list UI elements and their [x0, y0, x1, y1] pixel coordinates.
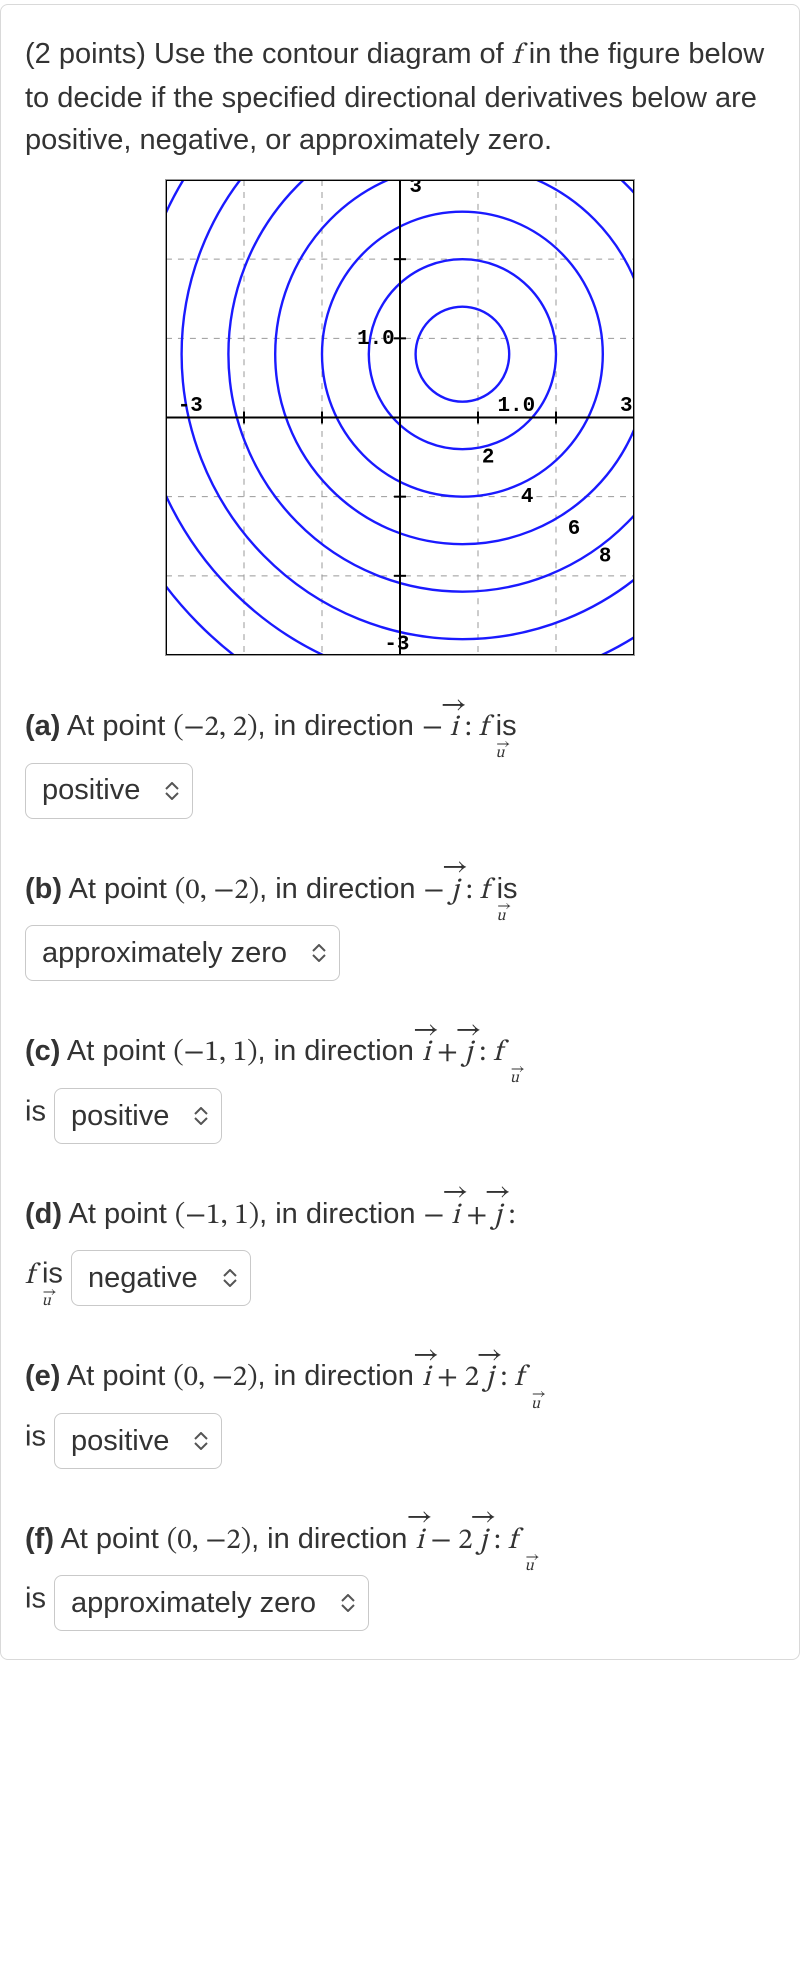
- svg-text:1.0: 1.0: [357, 328, 395, 351]
- part-e-select[interactable]: positive: [54, 1413, 222, 1469]
- part-a-select[interactable]: positive: [25, 763, 193, 819]
- part-b: (b) At point (0, −2), in direction − →j …: [25, 861, 775, 982]
- part-a-dirprefix: , in direction: [258, 710, 422, 742]
- part-e: (e) At point (0, −2), in direction →i + …: [25, 1348, 775, 1469]
- contour-diagram: 2 4 68 1.0 1.0 -3 3 3 -3: [165, 179, 635, 656]
- svg-text:-3: -3: [178, 395, 203, 418]
- part-f: (f) At point (0, −2), in direction →i − …: [25, 1511, 775, 1632]
- part-c: (c) At point (−1, 1), in direction →i + …: [25, 1023, 775, 1144]
- chevron-up-down-icon: [222, 1269, 238, 1287]
- part-b-direction: − →j: [424, 876, 466, 905]
- part-d: (d) At point (−1, 1), in direction − →i …: [25, 1186, 775, 1307]
- svg-text:3: 3: [409, 179, 422, 199]
- part-c-select[interactable]: positive: [54, 1088, 222, 1144]
- part-b-label: (b): [25, 873, 62, 905]
- part-c-fu: f→u: [493, 1025, 502, 1082]
- select-value: positive: [42, 762, 164, 819]
- prompt-f: f: [512, 41, 521, 70]
- chevron-up-down-icon: [193, 1107, 209, 1125]
- svg-text:1.0: 1.0: [498, 395, 536, 418]
- svg-text:4: 4: [521, 486, 534, 509]
- part-e-direction: →i + 2 →j: [422, 1363, 500, 1392]
- part-a: (a) At point (−2, 2), in direction − →i …: [25, 698, 775, 819]
- chevron-up-down-icon: [193, 1432, 209, 1450]
- contour-figure-wrap: 2 4 68 1.0 1.0 -3 3 3 -3: [25, 179, 775, 656]
- part-e-fu: f→u: [514, 1350, 523, 1407]
- part-b-select[interactable]: approximately zero: [25, 925, 340, 981]
- part-a-label: (a): [25, 710, 60, 742]
- svg-text:8: 8: [599, 546, 612, 569]
- svg-text:6: 6: [568, 518, 581, 541]
- chevron-up-down-icon: [340, 1594, 356, 1612]
- question-card: (2 points) Use the contour diagram of f …: [0, 4, 800, 1660]
- part-a-direction: − →i: [422, 713, 465, 742]
- question-prompt: (2 points) Use the contour diagram of f …: [25, 33, 775, 161]
- part-b-fu: f→u: [480, 863, 489, 920]
- chevron-up-down-icon: [164, 782, 180, 800]
- select-value: approximately zero: [42, 925, 311, 982]
- part-a-point: (−2, 2): [173, 713, 257, 742]
- part-a-at: At point: [60, 710, 173, 742]
- part-f-direction: →i − 2 →j: [415, 1526, 493, 1555]
- prompt-lead: (2 points) Use the contour diagram of: [25, 38, 512, 70]
- part-d-direction: − →i + →j: [424, 1201, 509, 1230]
- part-d-fu: f→u: [25, 1248, 34, 1305]
- part-f-fu: f→u: [508, 1513, 517, 1570]
- svg-text:-3: -3: [384, 634, 409, 657]
- svg-text:2: 2: [482, 447, 495, 470]
- chevron-up-down-icon: [311, 944, 327, 962]
- part-a-fu: f→u: [479, 700, 488, 757]
- part-f-select[interactable]: approximately zero: [54, 1575, 369, 1631]
- part-d-select[interactable]: negative: [71, 1250, 251, 1306]
- part-c-direction: →i + →j: [422, 1038, 479, 1067]
- svg-text:3: 3: [620, 395, 633, 418]
